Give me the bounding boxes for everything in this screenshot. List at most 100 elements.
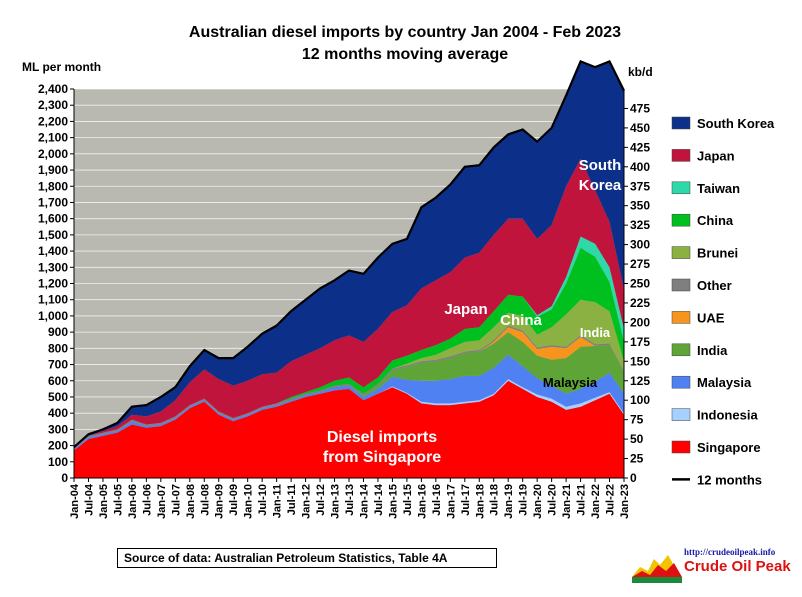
y-left-tick-100: 100 <box>48 455 68 469</box>
legend-swatch-other <box>671 278 691 292</box>
y-left-tick-1200: 1,200 <box>38 277 68 291</box>
legend-swatch-uae <box>671 311 691 324</box>
area-singapore <box>74 380 624 478</box>
legend-swatch-south-korea <box>671 116 691 130</box>
y-right-tick-175: 175 <box>630 335 650 349</box>
y-left-tick-300: 300 <box>48 422 68 436</box>
legend-label-12-months: 12 months <box>697 472 762 487</box>
x-tick-jan-19: Jan-19 <box>503 484 515 519</box>
x-tick-jan-10: Jan-10 <box>243 484 255 519</box>
y-left-tick-400: 400 <box>48 406 68 420</box>
y-right-tick-125: 125 <box>630 374 650 388</box>
y-right-tick-475: 475 <box>630 101 650 115</box>
x-tick-jul-13: Jul-13 <box>344 484 356 516</box>
y-left-tick-2000: 2,000 <box>38 147 68 161</box>
legend-label-malaysia: Malaysia <box>697 375 752 390</box>
y-left-tick-500: 500 <box>48 390 68 404</box>
x-tick-jan-11: Jan-11 <box>272 484 284 518</box>
y-right-tick-225: 225 <box>630 296 650 310</box>
y-right-tick-350: 350 <box>630 199 650 213</box>
x-tick-jan-16: Jan-16 <box>416 484 428 519</box>
legend-label-taiwan: Taiwan <box>697 181 740 196</box>
x-tick-jan-13: Jan-13 <box>330 484 342 519</box>
x-tick-jul-20: Jul-20 <box>547 484 559 516</box>
y-right-tick-25: 25 <box>630 452 644 466</box>
annotation-singapore-2: from Singapore <box>323 449 441 466</box>
x-tick-jul-06: Jul-06 <box>141 484 153 516</box>
annotation-south-korea-1: South <box>579 157 622 174</box>
y-axis-right: 0 25 50 75 100 125 150 175 200 225 250 275 300 325 350… <box>624 101 650 485</box>
x-tick-jan-17: Jan-17 <box>445 484 457 519</box>
y-left-tick-800: 800 <box>48 341 68 355</box>
y-left-tick-1800: 1,800 <box>38 179 68 193</box>
chart-subtitle: 12 months moving average <box>302 46 508 63</box>
legend-swatch-china <box>671 213 691 227</box>
x-tick-jul-04: Jul-04 <box>83 483 95 516</box>
x-tick-jan-15: Jan-15 <box>387 484 399 519</box>
y-left-tick-200: 200 <box>48 439 68 453</box>
y-left-tick-2400: 2,400 <box>38 82 68 96</box>
annotation-malaysia: Malaysia <box>543 375 598 390</box>
x-tick-jan-14: Jan-14 <box>358 483 370 519</box>
legend-swatch-india <box>671 343 691 357</box>
x-tick-jul-21: Jul-21 <box>576 484 588 516</box>
y-left-tick-1700: 1,700 <box>38 195 68 209</box>
x-tick-jan-04: Jan-04 <box>69 483 81 519</box>
brand-name: Crude Oil Peak <box>684 558 791 575</box>
source-box: Source of data: Australian Petroleum Sta… <box>117 548 497 568</box>
y-left-tick-0: 0 <box>61 471 68 485</box>
y-left-tick-1300: 1,300 <box>38 260 68 274</box>
y-right-tick-0: 0 <box>630 471 637 485</box>
annotation-india: India <box>580 325 611 340</box>
legend-label-other: Other <box>697 278 732 293</box>
x-tick-jan-05: Jan-05 <box>98 484 110 519</box>
x-tick-jul-18: Jul-18 <box>489 484 501 516</box>
x-tick-jan-08: Jan-08 <box>185 484 197 519</box>
legend-swatch-taiwan <box>671 181 691 195</box>
x-tick-jul-17: Jul-17 <box>460 484 472 516</box>
y-left-tick-1000: 1,000 <box>38 309 68 323</box>
y-left-tick-1500: 1,500 <box>38 228 68 242</box>
area-malaysia <box>74 354 624 451</box>
y-axis-right-title: kb/d <box>628 65 653 79</box>
area-india <box>74 332 624 449</box>
y-right-tick-375: 375 <box>630 179 650 193</box>
x-tick-jul-08: Jul-08 <box>199 484 211 516</box>
y-left-tick-2300: 2,300 <box>38 98 68 112</box>
legend-swatch-malaysia <box>671 375 691 389</box>
x-tick-jan-22: Jan-22 <box>590 484 602 519</box>
legend-label-uae: UAE <box>697 310 725 325</box>
x-tick-jan-21: Jan-21 <box>561 484 573 519</box>
y-left-tick-1100: 1,100 <box>38 293 68 307</box>
x-tick-jul-15: Jul-15 <box>402 484 414 516</box>
y-left-tick-700: 700 <box>48 358 68 372</box>
y-left-tick-2200: 2,200 <box>38 114 68 128</box>
y-right-tick-300: 300 <box>630 238 650 252</box>
area-japan <box>74 158 624 448</box>
oil-peak-icon <box>632 555 682 583</box>
x-tick-jul-05: Jul-05 <box>112 484 124 516</box>
brand-url[interactable]: http://crudeoilpeak.info <box>684 547 776 557</box>
x-tick-jul-11: Jul-11 <box>286 484 298 515</box>
y-right-tick-50: 50 <box>630 432 644 446</box>
x-tick-jan-20: Jan-20 <box>532 484 544 519</box>
legend-label-singapore: Singapore <box>697 440 761 455</box>
y-left-tick-600: 600 <box>48 374 68 388</box>
y-axis-left-title: ML per month <box>22 60 101 74</box>
brand-logo: http://crudeoilpeak.info Crude Oil Peak <box>632 545 792 585</box>
y-left-tick-2100: 2,100 <box>38 131 68 145</box>
chart-title: Australian diesel imports by country Jan… <box>189 24 621 41</box>
y-right-tick-75: 75 <box>630 413 644 427</box>
x-tick-jan-18: Jan-18 <box>474 484 486 519</box>
legend: South Korea Japan Taiwan China Brunei Other UA… <box>671 116 775 487</box>
y-right-tick-100: 100 <box>630 393 650 407</box>
x-tick-jul-09: Jul-09 <box>228 484 240 516</box>
area-brunei <box>74 299 624 448</box>
y-axis-left: 0 100 200 300 400 500 600 700 800 900 1,000 1,100 1,… <box>38 82 74 485</box>
y-right-tick-425: 425 <box>630 140 650 154</box>
y-left-tick-900: 900 <box>48 325 68 339</box>
x-tick-jan-06: Jan-06 <box>127 484 139 519</box>
legend-label-china: China <box>697 213 734 228</box>
annotation-japan: Japan <box>444 301 487 318</box>
